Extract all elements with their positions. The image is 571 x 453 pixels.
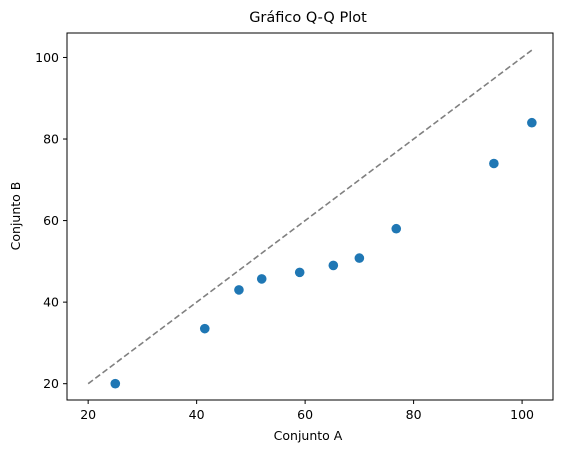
x-tick-label: 100	[510, 407, 534, 422]
reference-line	[87, 49, 533, 385]
data-point	[234, 285, 244, 295]
data-point	[110, 378, 121, 389]
data-point	[489, 158, 499, 169]
x-tick-label: 80	[406, 407, 422, 422]
y-tick-label: 100	[35, 50, 59, 65]
x-tick-label: 40	[189, 407, 205, 422]
data-point	[354, 253, 365, 263]
y-tick-label: 60	[43, 213, 59, 228]
data-point	[391, 223, 402, 234]
axes-frame	[66, 32, 554, 401]
chart-title: Gráfico Q-Q Plot	[249, 10, 367, 26]
x-tick-label: 20	[80, 407, 96, 422]
data-point	[527, 117, 537, 128]
y-axis-label: Conjunto B	[8, 182, 23, 251]
plot-area: 20 40 60 80 100 20 40 60 80 100	[35, 32, 554, 422]
data-point	[294, 267, 305, 278]
data-point	[328, 260, 339, 271]
data-point	[199, 323, 210, 334]
y-tick-label: 80	[43, 132, 59, 147]
y-tick-label: 40	[43, 295, 59, 310]
data-point	[256, 274, 267, 284]
x-axis-label: Conjunto A	[274, 428, 343, 443]
x-tick-label: 60	[297, 407, 313, 422]
y-tick-label: 20	[43, 376, 59, 391]
